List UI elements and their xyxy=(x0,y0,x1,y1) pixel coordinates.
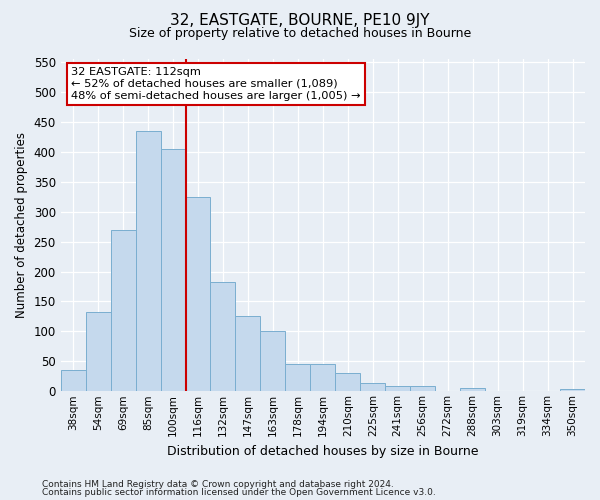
X-axis label: Distribution of detached houses by size in Bourne: Distribution of detached houses by size … xyxy=(167,444,479,458)
Bar xyxy=(286,364,310,392)
Bar xyxy=(110,230,136,392)
Bar xyxy=(410,386,435,392)
Text: Size of property relative to detached houses in Bourne: Size of property relative to detached ho… xyxy=(129,28,471,40)
Bar xyxy=(235,316,260,392)
Bar xyxy=(560,390,585,392)
Bar xyxy=(460,388,485,392)
Text: Contains HM Land Registry data © Crown copyright and database right 2024.: Contains HM Land Registry data © Crown c… xyxy=(42,480,394,489)
Y-axis label: Number of detached properties: Number of detached properties xyxy=(15,132,28,318)
Bar xyxy=(86,312,110,392)
Bar xyxy=(161,149,185,392)
Bar xyxy=(211,282,235,392)
Bar xyxy=(310,364,335,392)
Bar xyxy=(360,384,385,392)
Bar xyxy=(61,370,86,392)
Bar xyxy=(385,386,410,392)
Text: Contains public sector information licensed under the Open Government Licence v3: Contains public sector information licen… xyxy=(42,488,436,497)
Bar xyxy=(260,332,286,392)
Text: 32 EASTGATE: 112sqm
← 52% of detached houses are smaller (1,089)
48% of semi-det: 32 EASTGATE: 112sqm ← 52% of detached ho… xyxy=(71,68,361,100)
Bar xyxy=(335,374,360,392)
Bar xyxy=(185,196,211,392)
Text: 32, EASTGATE, BOURNE, PE10 9JY: 32, EASTGATE, BOURNE, PE10 9JY xyxy=(170,12,430,28)
Bar xyxy=(136,131,161,392)
